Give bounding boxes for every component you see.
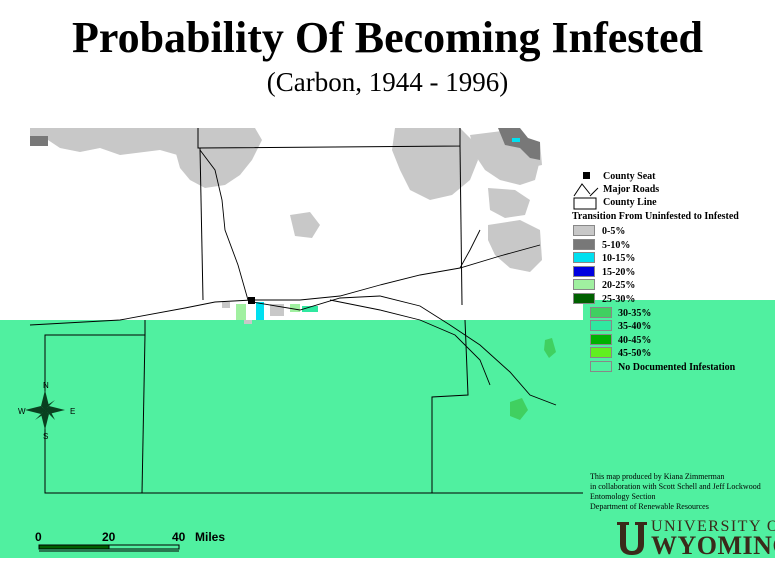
legend-icons	[573, 172, 599, 210]
legend-class-label: 20-25%	[602, 280, 636, 292]
scale-label-40: 40	[172, 530, 186, 544]
legend-class-label: 5-10%	[602, 239, 631, 251]
class-30-35-blobs	[510, 338, 556, 420]
legend-class-label: 10-15%	[602, 253, 636, 265]
compass-south-label: S	[43, 432, 49, 441]
scale-label-20: 20	[102, 530, 116, 544]
compass-rose-icon	[25, 390, 65, 430]
university-label: UNIVERSITY OF	[651, 518, 775, 535]
no-infestation-area-right	[583, 300, 775, 558]
legend-swatch	[590, 306, 612, 318]
class-10-15-patch	[512, 138, 520, 142]
compass-north-label: N	[43, 381, 49, 390]
legend-major-roads-label: Major Roads	[603, 184, 660, 195]
scale-label-0: 0	[35, 530, 42, 544]
legend-swatch	[590, 320, 612, 332]
compass-east-label: E	[70, 407, 76, 416]
legend-heading: Transition From Uninfested to Infested	[572, 211, 739, 222]
legend-swatch	[573, 252, 595, 264]
legend-class-label: 0-5%	[602, 226, 626, 237]
legend-swatch	[590, 347, 612, 359]
credits-block: This map produced by Kiana Zimmerman in …	[590, 472, 761, 512]
class-5-10-patches	[30, 128, 540, 160]
legend-class-label: 25-30%	[602, 294, 636, 305]
wyoming-label: WYOMING	[651, 531, 775, 560]
legend-swatch	[573, 238, 595, 250]
major-roads	[29, 149, 557, 406]
legend-swatch	[590, 361, 612, 372]
county-seat-marker	[248, 297, 255, 304]
credit-line-2: in collaboration with Scott Schell and J…	[590, 482, 761, 491]
legend-swatch	[573, 265, 595, 277]
county-lines	[44, 128, 583, 494]
legend-swatch	[573, 225, 595, 236]
legend-class-label: 30-35%	[618, 307, 652, 319]
legend-class-label: 45-50%	[618, 348, 652, 360]
credit-line-4: Department of Renewable Resources	[590, 502, 709, 511]
no-infestation-area	[0, 320, 583, 558]
map-subtitle: (Carbon, 1944 - 1996)	[266, 67, 509, 97]
compass-west-label: W	[18, 407, 26, 416]
credit-line-1: This map produced by Kiana Zimmerman	[590, 472, 725, 481]
legend-county-line-label: County Line	[603, 197, 657, 208]
legend-class-label: 40-45%	[618, 334, 652, 346]
credit-line-3: Entomology Section	[590, 492, 656, 501]
scale-bar	[38, 544, 180, 552]
legend-class-label: 15-20%	[602, 266, 636, 278]
map-title: Probability Of Becoming Infested	[71, 13, 704, 62]
scale-unit-label: Miles	[195, 530, 226, 544]
legend-county-seat-label: County Seat	[603, 171, 656, 182]
legend-class-label: 35-40%	[618, 321, 652, 333]
legend-class-label: No Documented Infestation	[618, 362, 736, 373]
uw-logo-icon	[617, 522, 647, 555]
legend-swatch	[590, 333, 612, 345]
legend-swatch	[573, 293, 595, 304]
legend-swatch	[573, 279, 595, 291]
